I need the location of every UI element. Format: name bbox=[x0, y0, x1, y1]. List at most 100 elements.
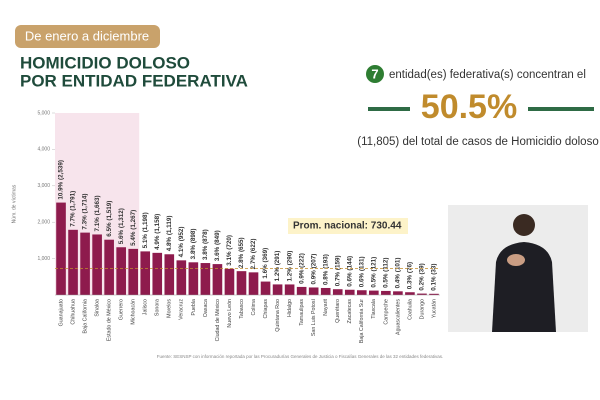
rule bbox=[528, 107, 594, 111]
y-tick-label: 2,000 bbox=[37, 220, 50, 226]
bar bbox=[80, 232, 90, 295]
bar bbox=[104, 239, 114, 295]
bar bbox=[188, 262, 199, 295]
x-tick-label: Guerrero bbox=[119, 299, 125, 320]
count-circle bbox=[366, 65, 384, 83]
value-label: 2.8% (655) bbox=[238, 237, 245, 268]
bar bbox=[369, 290, 379, 295]
value-label: 0.1% (33) bbox=[431, 263, 438, 290]
bar bbox=[212, 264, 223, 295]
value-label: 1.2% (290) bbox=[286, 251, 293, 282]
bar bbox=[405, 292, 415, 295]
bar bbox=[308, 287, 319, 295]
value-label: 4.9% (1,158) bbox=[154, 214, 161, 250]
x-tick-label: Tlaxcala bbox=[371, 299, 377, 319]
x-tick-label: Tabasco bbox=[239, 299, 245, 319]
value-label: 3.8% (878) bbox=[202, 229, 209, 260]
value-label: 5.4% (1,267) bbox=[130, 210, 137, 246]
value-label: 7.7% (1,791) bbox=[70, 191, 77, 227]
x-tick-label: Puebla bbox=[191, 299, 197, 316]
title-line: HOMICIDIO DOLOSO bbox=[20, 53, 190, 72]
bar bbox=[140, 251, 151, 295]
bar bbox=[176, 260, 187, 295]
interpreter-body bbox=[492, 242, 556, 332]
bar bbox=[56, 202, 66, 295]
value-label: 0.7% (159) bbox=[334, 255, 341, 286]
bar bbox=[344, 289, 355, 295]
value-label: 0.2% (39) bbox=[419, 263, 426, 290]
x-tick-label: Guanajuato bbox=[58, 299, 64, 326]
value-label: 3.8% (898) bbox=[190, 229, 197, 260]
x-tick-label: Nayarit bbox=[323, 298, 329, 315]
value-label: 0.6% (131) bbox=[358, 256, 365, 287]
bar bbox=[164, 254, 175, 295]
bar bbox=[356, 290, 367, 295]
badge-bg bbox=[15, 25, 160, 48]
x-tick-label: Nuevo León bbox=[227, 299, 233, 328]
x-tick-label: Coahuila bbox=[407, 299, 413, 320]
x-tick-label: Morelos bbox=[167, 299, 173, 318]
bar bbox=[236, 271, 247, 295]
x-tick-label: Baja California bbox=[82, 299, 88, 334]
average-label-bg bbox=[288, 218, 408, 234]
summary-detail: (11,805) del total de casos de Homicidio… bbox=[357, 136, 598, 148]
bar bbox=[68, 229, 78, 295]
value-label: 6.5% (1,519) bbox=[106, 201, 113, 237]
x-tick-label: Chiapas bbox=[263, 299, 269, 319]
x-tick-label: Aguascalientes bbox=[395, 299, 401, 335]
x-tick-label: Veracruz bbox=[179, 299, 185, 320]
value-label: 2.7% (622) bbox=[250, 239, 257, 270]
value-label: 0.6% (144) bbox=[346, 256, 353, 287]
value-label: 0.3% (76) bbox=[407, 262, 414, 289]
bar bbox=[320, 287, 331, 295]
x-tick-label: Hidalgo bbox=[287, 299, 293, 317]
value-label: 3.1% (720) bbox=[226, 235, 233, 266]
bar bbox=[284, 284, 295, 295]
count: 7 bbox=[371, 66, 378, 81]
value-label: 5.1% (1,198) bbox=[142, 212, 149, 248]
badge: De enero a diciembre bbox=[25, 28, 149, 43]
y-tick-label: 5,000 bbox=[37, 110, 50, 116]
x-tick-label: Tamaulipas bbox=[299, 299, 305, 326]
y-axis-label: Núm. de víctimas bbox=[11, 184, 17, 223]
bar bbox=[128, 248, 139, 295]
title-line: POR ENTIDAD FEDERATIVA bbox=[20, 71, 248, 90]
value-label: 4.1% (952) bbox=[178, 227, 185, 258]
bar bbox=[116, 247, 126, 295]
bar bbox=[92, 234, 102, 295]
bar bbox=[248, 272, 259, 295]
chart: Núm. de víctimas 1,000 2,000 3,000 4,000 5,00… bbox=[11, 110, 440, 343]
value-label: 0.9% (207) bbox=[310, 254, 317, 285]
percent: 50.5% bbox=[421, 88, 517, 126]
x-tick-label: Zacatecas bbox=[347, 299, 353, 324]
bar bbox=[417, 293, 427, 295]
x-tick-label: San Luis Potosí bbox=[311, 298, 317, 336]
interpreter-head bbox=[513, 214, 535, 236]
x-tick-label: Durango bbox=[419, 299, 425, 319]
y-tick-label: 4,000 bbox=[37, 147, 50, 153]
bar bbox=[393, 291, 403, 295]
x-tick-label: Estado de México bbox=[107, 299, 113, 341]
x-tick-label: Chihuahua bbox=[70, 299, 76, 325]
y-tick-label: 1,000 bbox=[37, 256, 50, 262]
summary-text: entidad(es) federativa(s) concentran el bbox=[389, 69, 586, 81]
value-label: 1.2% (291) bbox=[274, 251, 281, 282]
y-tick-label: 3,000 bbox=[37, 183, 50, 189]
bar bbox=[200, 263, 211, 295]
average-label: Prom. nacional: 730.44 bbox=[293, 221, 402, 232]
x-tick-label: Sonora bbox=[155, 299, 161, 316]
bar bbox=[260, 281, 271, 295]
value-label: 0.8% (193) bbox=[322, 254, 329, 285]
value-label: 0.5% (121) bbox=[371, 257, 378, 288]
value-label: 4.8% (1,119) bbox=[166, 216, 173, 252]
value-label: 3.6% (849) bbox=[214, 230, 221, 261]
x-tick-label: Oaxaca bbox=[203, 299, 209, 317]
x-tick-label: Sinaloa bbox=[95, 299, 101, 317]
bar bbox=[272, 284, 283, 295]
value-label: 0.4% (101) bbox=[395, 258, 402, 289]
bar bbox=[381, 290, 391, 295]
x-tick-label: Ciudad de México bbox=[215, 299, 221, 341]
x-tick-label: Michoacán bbox=[131, 299, 137, 325]
rule bbox=[368, 107, 410, 111]
